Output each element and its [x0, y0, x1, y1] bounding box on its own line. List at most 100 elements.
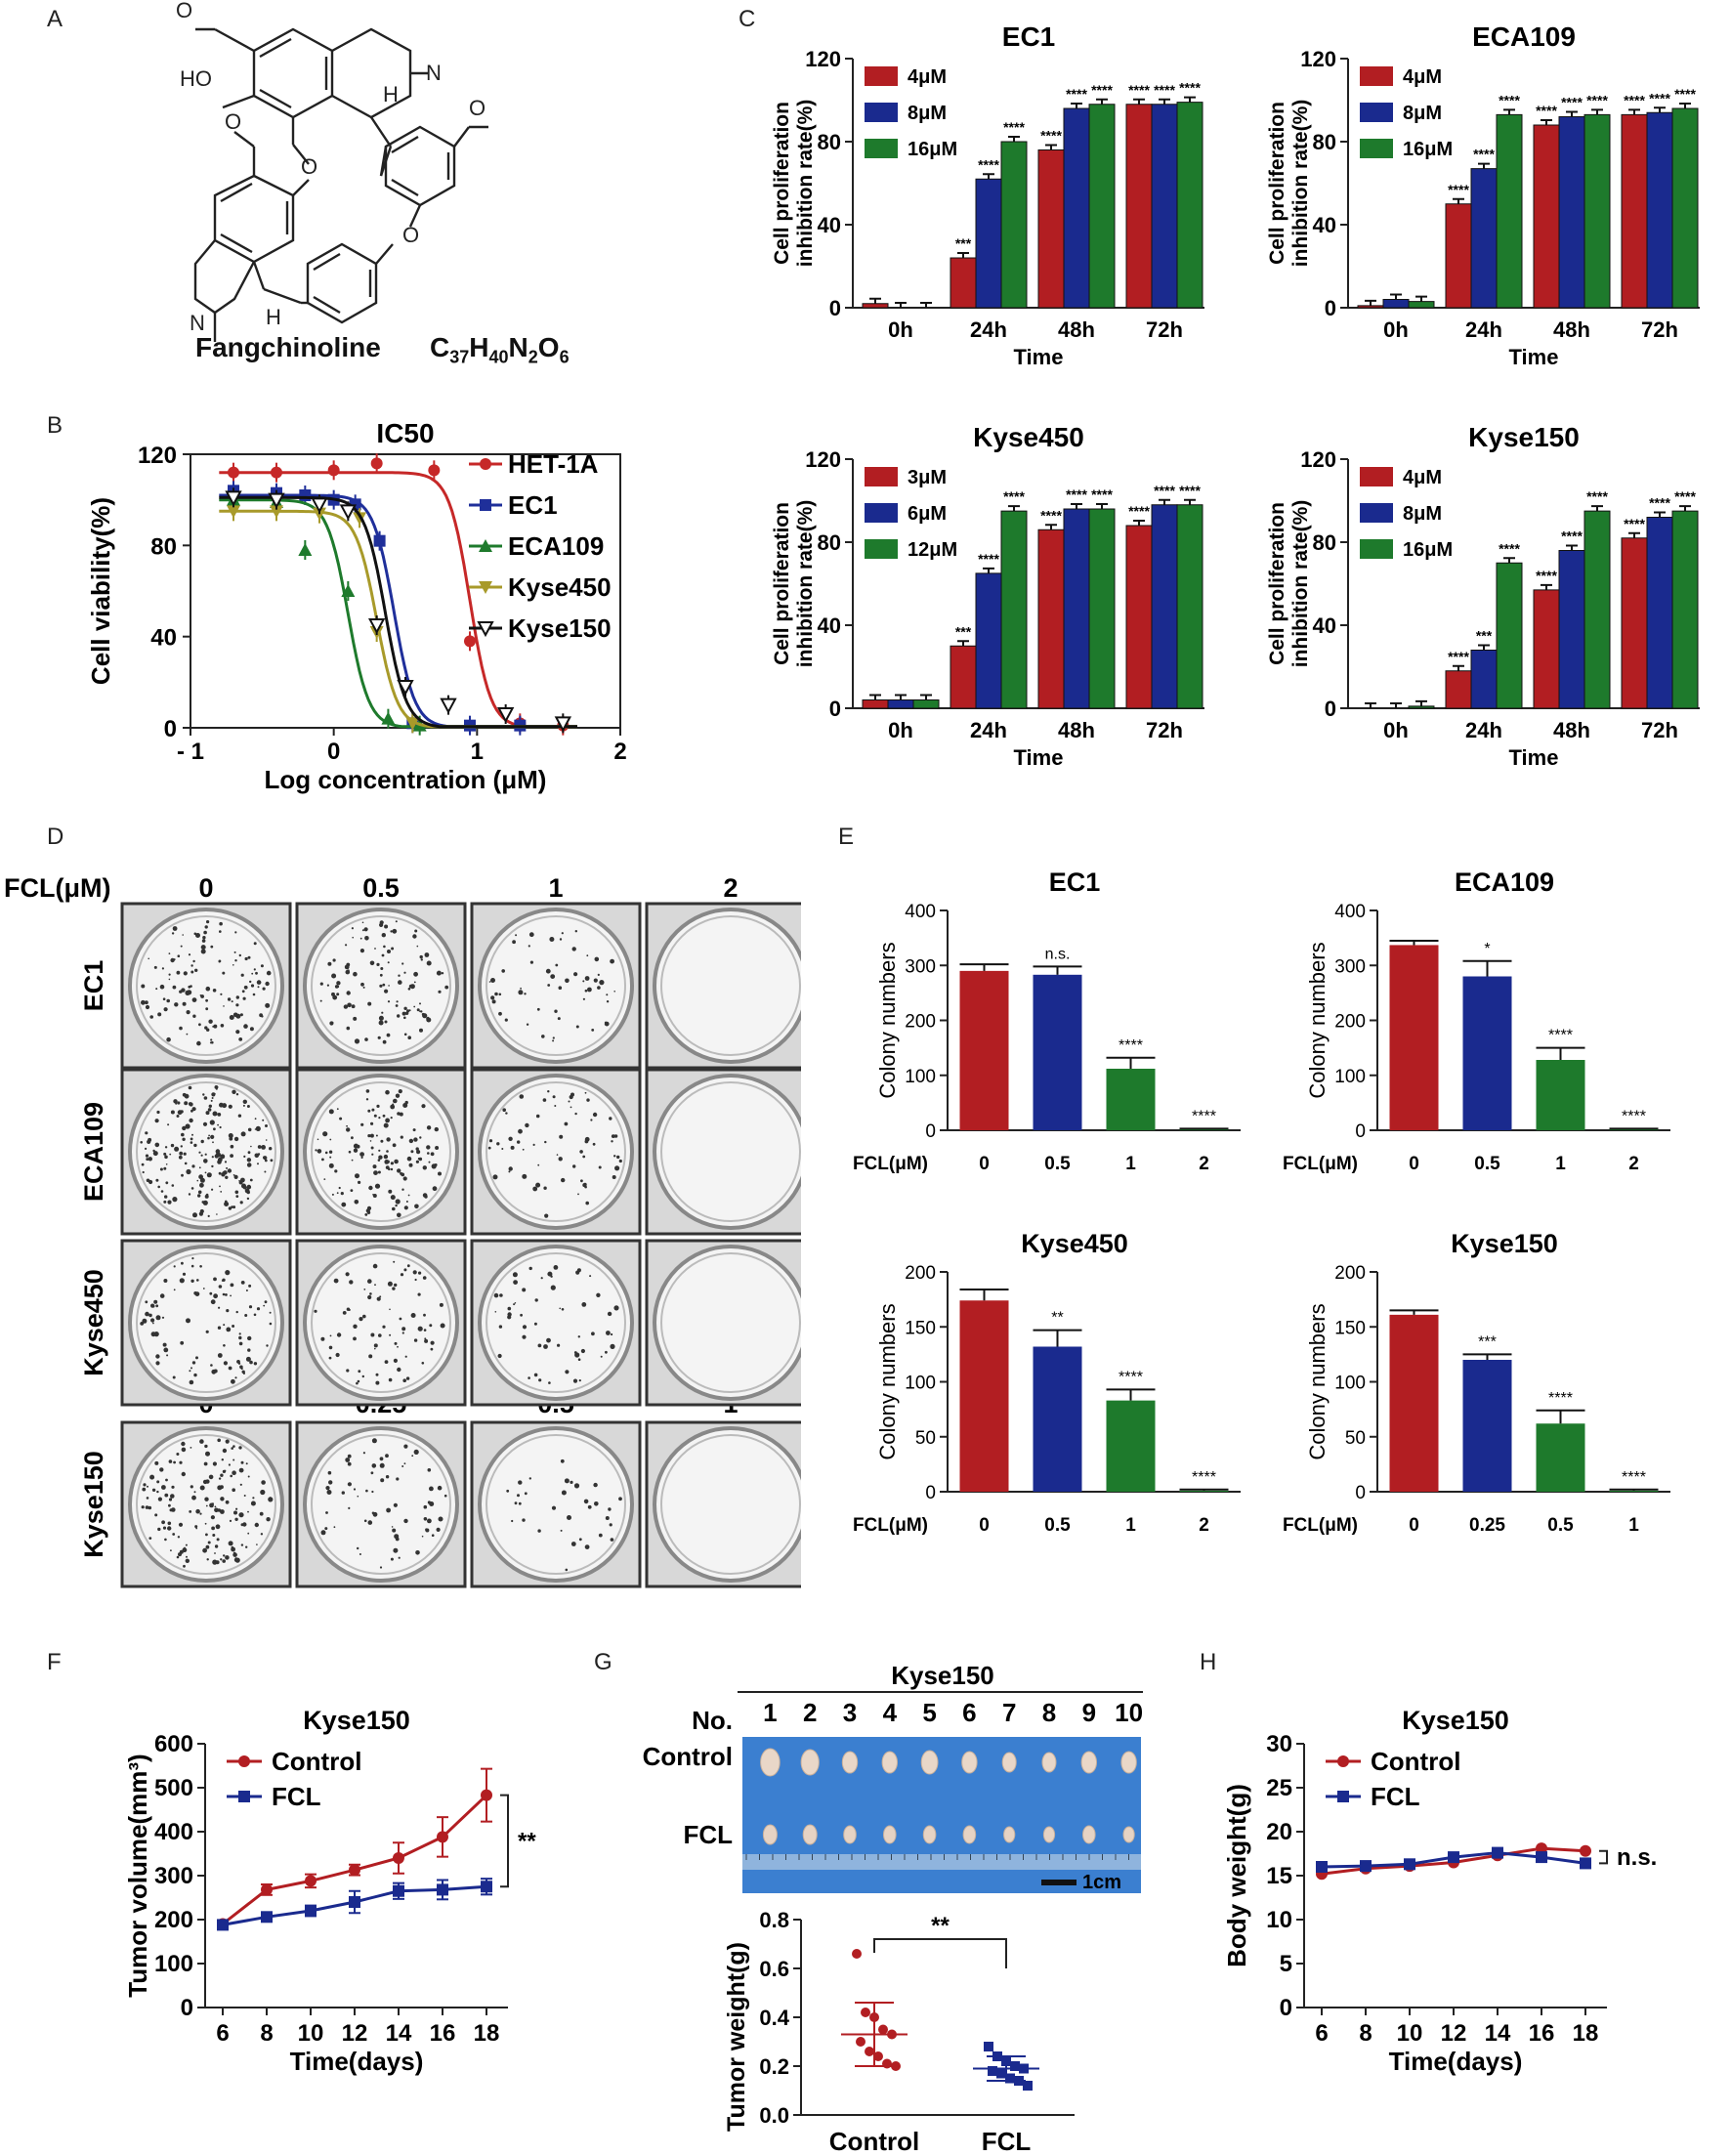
colony: [606, 1000, 610, 1003]
colony: [386, 1137, 391, 1142]
colony: [328, 1109, 334, 1115]
colony: [203, 1096, 208, 1100]
colony: [168, 1503, 171, 1507]
colony: [228, 1104, 232, 1109]
formula-element: H: [469, 332, 489, 362]
y-axis-label-1: Cell proliferation: [1266, 102, 1288, 265]
bar-4μM: [1533, 124, 1560, 309]
colony: [543, 1186, 547, 1190]
colony: [392, 1528, 397, 1533]
colony: [150, 1318, 155, 1323]
colony: [242, 1104, 245, 1107]
colony: [173, 1460, 177, 1464]
colony: [357, 1379, 360, 1383]
formula-subscript: 40: [488, 347, 509, 367]
colony: [596, 1292, 601, 1297]
data-point: [996, 2068, 1006, 2079]
colony: [211, 1164, 214, 1168]
data-point: [373, 534, 386, 547]
colony: [182, 1137, 186, 1141]
legend-marker: [480, 499, 491, 511]
y-tick-label: 150: [1334, 1318, 1366, 1338]
data-point: [299, 489, 312, 501]
colony: [182, 1125, 187, 1131]
colony: [353, 971, 358, 977]
colony: [222, 971, 226, 975]
data-point: [984, 2042, 993, 2051]
colony: [217, 1123, 220, 1126]
colony: [504, 1018, 508, 1022]
colony: [145, 1300, 148, 1304]
colony: [190, 1187, 194, 1190]
colony: [328, 1163, 334, 1168]
colony: [199, 1265, 202, 1268]
colony: [520, 987, 522, 990]
colony: [393, 1502, 398, 1507]
colony: [340, 1192, 344, 1196]
colony: [430, 1340, 435, 1345]
colony: [522, 1173, 528, 1179]
colony: [232, 1458, 235, 1461]
colony: [170, 1549, 172, 1552]
colony: [351, 1159, 354, 1162]
colony: [206, 1172, 212, 1178]
colony: [584, 1091, 587, 1094]
colony: [347, 1461, 352, 1466]
colony: [232, 1205, 236, 1209]
colony: [140, 1141, 143, 1144]
colony: [208, 1134, 211, 1137]
colony: [385, 1089, 390, 1095]
colony: [331, 992, 335, 996]
colony: [378, 1155, 383, 1160]
colony: [332, 994, 338, 1000]
y-tick-label: 40: [1313, 613, 1336, 638]
colony: [225, 1555, 230, 1560]
colony: [535, 1182, 541, 1188]
data-point: [437, 1883, 448, 1896]
data-point: [1448, 1851, 1459, 1864]
colony: [205, 998, 209, 1002]
colony: [418, 1271, 422, 1275]
colony: [155, 1315, 161, 1321]
colony: [363, 1519, 367, 1523]
colony: [606, 993, 609, 996]
colony: [338, 1186, 341, 1190]
colony: [145, 1004, 150, 1010]
colony: [153, 1299, 158, 1304]
row-label-Kyse150: Kyse150: [79, 1451, 108, 1558]
colony: [613, 991, 615, 993]
colony: [253, 942, 257, 946]
significance: ****: [1128, 503, 1150, 519]
panel-label-a: A: [47, 6, 63, 32]
colony: [193, 1373, 197, 1377]
colony: [408, 1163, 413, 1167]
colony: [247, 1532, 250, 1535]
colony: [209, 1120, 215, 1125]
colony: [570, 1092, 574, 1097]
bar-12μM: [1088, 508, 1116, 709]
colony: [320, 1530, 326, 1536]
data-point: [440, 698, 457, 714]
colony: [217, 1438, 221, 1443]
colony: [513, 1280, 518, 1285]
colony: [423, 1313, 426, 1317]
bar: [1609, 1490, 1659, 1492]
plate-rim: [486, 1081, 626, 1222]
x-tick-label: 0h: [1383, 718, 1409, 742]
data-point: [496, 707, 515, 724]
bar: [1609, 1128, 1659, 1130]
colony: [181, 1261, 184, 1265]
significance: ****: [1548, 1028, 1573, 1044]
y-axis-label-1: Cell proliferation: [771, 502, 793, 665]
colony: [263, 1304, 266, 1307]
colony: [507, 1315, 512, 1320]
colony: [210, 1038, 213, 1041]
colony: [426, 1125, 432, 1130]
colony: [179, 1460, 183, 1464]
colony: [190, 1367, 192, 1370]
colony: [414, 929, 418, 933]
colony: [211, 1040, 214, 1044]
y-axis-label: Colony numbers: [875, 942, 900, 1098]
colony: [177, 1110, 183, 1116]
